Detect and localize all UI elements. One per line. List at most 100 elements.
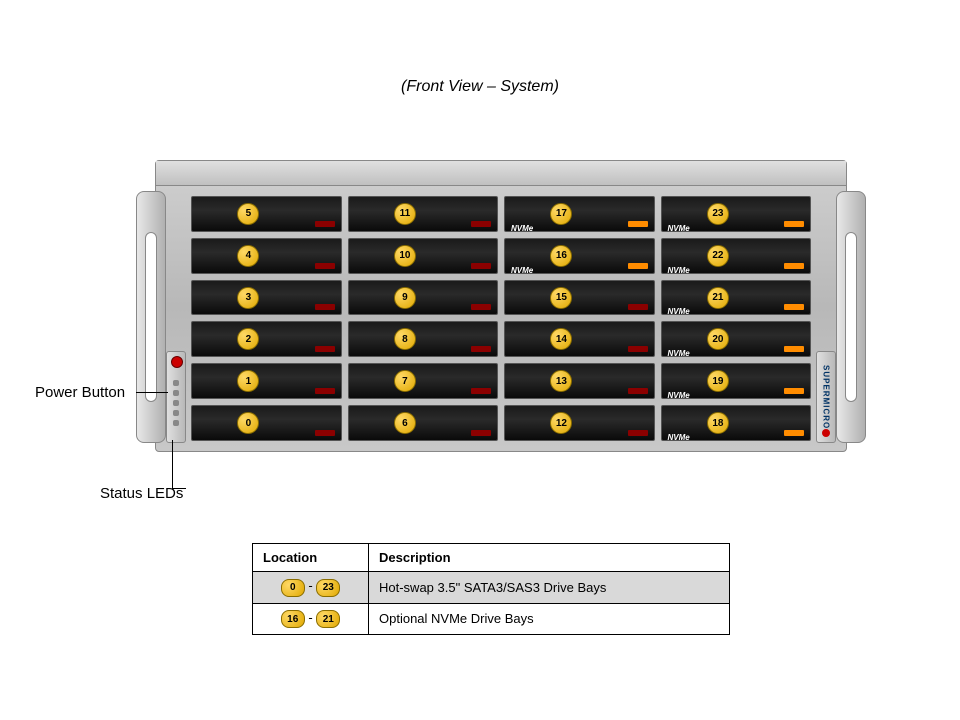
range-separator: -	[305, 578, 317, 593]
range-badge: 16	[281, 610, 305, 628]
bay-release-tab[interactable]	[315, 221, 335, 227]
drive-bay[interactable]: 5	[191, 196, 342, 232]
legend-location-cell: 16 - 21	[253, 603, 369, 635]
rack-handle-right	[836, 191, 866, 443]
bay-number-badge: 13	[550, 370, 572, 392]
bay-number-badge: 20	[707, 328, 729, 350]
legend-table: Location Description 0 - 23Hot-swap 3.5"…	[252, 543, 730, 635]
bay-number-badge: 11	[394, 203, 416, 225]
legend-header-description: Description	[369, 544, 730, 572]
bay-release-tab[interactable]	[784, 346, 804, 352]
nvme-label: NVMe	[668, 349, 690, 358]
bay-release-tab[interactable]	[471, 304, 491, 310]
status-led	[173, 380, 179, 386]
bay-release-tab[interactable]	[315, 304, 335, 310]
bay-number-badge: 5	[237, 203, 259, 225]
drive-bay[interactable]: 10	[348, 238, 499, 274]
drive-bay[interactable]: 2	[191, 321, 342, 357]
bay-number-badge: 19	[707, 370, 729, 392]
bay-number-badge: 17	[550, 203, 572, 225]
legend-location-cell: 0 - 23	[253, 572, 369, 604]
drive-bay[interactable]: 9	[348, 280, 499, 316]
figure-title: (Front View – System)	[0, 78, 960, 96]
drive-bay[interactable]: 14	[504, 321, 655, 357]
callout-line	[136, 392, 168, 393]
bay-release-tab[interactable]	[784, 430, 804, 436]
bay-release-tab[interactable]	[628, 346, 648, 352]
bay-number-badge: 4	[237, 245, 259, 267]
drive-bay[interactable]: 4	[191, 238, 342, 274]
drive-bay[interactable]: 3	[191, 280, 342, 316]
drive-bay[interactable]: 17NVMe	[504, 196, 655, 232]
callout-line	[172, 488, 186, 489]
bay-release-tab[interactable]	[315, 430, 335, 436]
drive-bay[interactable]: 16NVMe	[504, 238, 655, 274]
drive-bay[interactable]: 23 NVMe	[661, 196, 812, 232]
bay-release-tab[interactable]	[471, 430, 491, 436]
legend-row: 16 - 21Optional NVMe Drive Bays	[253, 603, 730, 635]
legend-header-location: Location	[253, 544, 369, 572]
nvme-label: NVMe	[668, 224, 690, 233]
rack-handle-left	[136, 191, 166, 443]
nvme-label: NVMe	[668, 433, 690, 442]
control-panel	[166, 351, 186, 443]
bay-number-badge: 6	[394, 412, 416, 434]
legend-row: 0 - 23Hot-swap 3.5" SATA3/SAS3 Drive Bay…	[253, 572, 730, 604]
bay-number-badge: 12	[550, 412, 572, 434]
bay-number-badge: 21	[707, 287, 729, 309]
range-badge: 23	[316, 579, 340, 597]
bay-number-badge: 1	[237, 370, 259, 392]
bay-release-tab[interactable]	[628, 430, 648, 436]
bay-release-tab[interactable]	[471, 263, 491, 269]
bay-release-tab[interactable]	[471, 221, 491, 227]
legend-description-cell: Hot-swap 3.5" SATA3/SAS3 Drive Bays	[369, 572, 730, 604]
drive-bay[interactable]: 11	[348, 196, 499, 232]
nvme-label: NVMe	[668, 266, 690, 275]
bay-release-tab[interactable]	[784, 263, 804, 269]
drive-bay[interactable]: 1	[191, 363, 342, 399]
bay-release-tab[interactable]	[628, 304, 648, 310]
bay-release-tab[interactable]	[784, 221, 804, 227]
bay-release-tab[interactable]	[471, 346, 491, 352]
bay-release-tab[interactable]	[784, 388, 804, 394]
drive-bay[interactable]: 7	[348, 363, 499, 399]
power-button[interactable]	[171, 356, 183, 368]
bay-number-badge: 8	[394, 328, 416, 350]
bay-number-badge: 15	[550, 287, 572, 309]
drive-bay[interactable]: 13	[504, 363, 655, 399]
range-separator: -	[305, 610, 317, 625]
brand-panel: SUPERMICRO	[816, 351, 836, 443]
chassis-top-panel	[156, 161, 846, 186]
bay-release-tab[interactable]	[628, 221, 648, 227]
bay-number-badge: 23	[707, 203, 729, 225]
legend-description-cell: Optional NVMe Drive Bays	[369, 603, 730, 635]
drive-bay[interactable]: 22NVMe	[661, 238, 812, 274]
bay-release-tab[interactable]	[628, 263, 648, 269]
bay-release-tab[interactable]	[315, 346, 335, 352]
drive-bay[interactable]: 12	[504, 405, 655, 441]
bay-release-tab[interactable]	[471, 388, 491, 394]
nvme-label: NVMe	[511, 266, 533, 275]
range-badge: 0	[281, 579, 305, 597]
nvme-label: NVMe	[668, 307, 690, 316]
bay-number-badge: 0	[237, 412, 259, 434]
bay-number-badge: 10	[394, 245, 416, 267]
status-led	[173, 420, 179, 426]
drive-bay[interactable]: 0	[191, 405, 342, 441]
drive-bay[interactable]: 20 NVMe	[661, 321, 812, 357]
drive-bay[interactable]: 15	[504, 280, 655, 316]
drive-bay[interactable]: 21 NVMe	[661, 280, 812, 316]
bay-release-tab[interactable]	[315, 388, 335, 394]
bay-release-tab[interactable]	[315, 263, 335, 269]
drive-bay[interactable]: 8	[348, 321, 499, 357]
bay-release-tab[interactable]	[628, 388, 648, 394]
bay-release-tab[interactable]	[784, 304, 804, 310]
callout-line	[172, 440, 173, 488]
drive-bay[interactable]: 6	[348, 405, 499, 441]
drive-bay[interactable]: 19NVMe	[661, 363, 812, 399]
drive-bay[interactable]: 18NVMe	[661, 405, 812, 441]
bay-number-badge: 2	[237, 328, 259, 350]
bay-number-badge: 14	[550, 328, 572, 350]
range-badge: 21	[316, 610, 340, 628]
server-chassis: 5432101110987617NVMe16NVMe1514131223NVMe…	[155, 160, 847, 452]
